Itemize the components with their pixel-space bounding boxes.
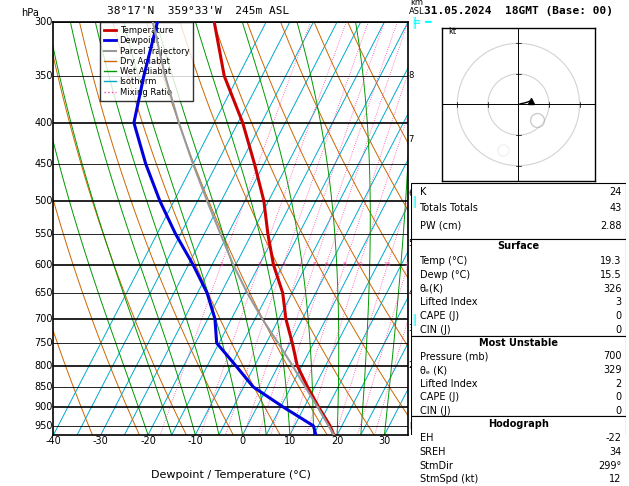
Text: EH: EH	[420, 434, 433, 443]
Text: 43: 43	[610, 203, 621, 213]
Text: -10: -10	[187, 436, 203, 446]
Text: 20: 20	[331, 436, 343, 446]
Text: Pressure (mb): Pressure (mb)	[420, 351, 488, 362]
Text: LCL: LCL	[409, 422, 423, 431]
Text: 15.5: 15.5	[600, 270, 621, 280]
Text: 650: 650	[35, 288, 53, 298]
Text: hPa: hPa	[21, 8, 40, 17]
Text: Temp (°C): Temp (°C)	[420, 257, 468, 266]
Text: Dewp (°C): Dewp (°C)	[420, 270, 470, 280]
Text: 5: 5	[313, 262, 316, 267]
Text: 10: 10	[356, 262, 364, 267]
Text: 4: 4	[299, 262, 303, 267]
Text: 8: 8	[343, 262, 347, 267]
Text: 2: 2	[409, 361, 414, 370]
Text: 1: 1	[220, 262, 223, 267]
Text: 0: 0	[615, 311, 621, 321]
Text: 7: 7	[409, 135, 414, 144]
Text: 31.05.2024  18GMT (Base: 00): 31.05.2024 18GMT (Base: 00)	[424, 6, 613, 16]
Text: -30: -30	[93, 436, 109, 446]
Text: 8: 8	[409, 71, 414, 80]
Text: 750: 750	[35, 338, 53, 348]
Text: 38°17'N  359°33'W  245m ASL: 38°17'N 359°33'W 245m ASL	[107, 6, 289, 16]
Text: 0: 0	[615, 406, 621, 416]
Text: 299°: 299°	[598, 461, 621, 470]
Text: 326: 326	[603, 284, 621, 294]
Text: 3: 3	[281, 262, 285, 267]
Text: 12: 12	[609, 474, 621, 484]
Text: -20: -20	[140, 436, 156, 446]
Text: StmDir: StmDir	[420, 461, 454, 470]
Text: 600: 600	[35, 260, 53, 270]
Text: θₑ(K): θₑ(K)	[420, 284, 443, 294]
Text: 2: 2	[257, 262, 262, 267]
Text: 400: 400	[35, 118, 53, 128]
Text: 350: 350	[35, 71, 53, 81]
Text: ║: ║	[411, 313, 417, 325]
Text: 329: 329	[603, 365, 621, 375]
Text: 500: 500	[35, 196, 53, 206]
Text: 19.3: 19.3	[600, 257, 621, 266]
Bar	[411, 239, 626, 336]
Text: Totals Totals: Totals Totals	[420, 203, 479, 213]
Text: 3: 3	[409, 324, 414, 333]
Text: ≡: ≡	[413, 314, 421, 324]
Text: 4: 4	[409, 288, 414, 297]
Text: Hodograph: Hodograph	[488, 419, 549, 429]
Text: ≡: ≡	[413, 196, 421, 206]
Text: 950: 950	[35, 421, 53, 431]
Text: 20: 20	[404, 262, 412, 267]
Text: CAPE (J): CAPE (J)	[420, 311, 459, 321]
Text: 1: 1	[409, 400, 414, 410]
Text: 10: 10	[284, 436, 296, 446]
Text: Lifted Index: Lifted Index	[420, 297, 477, 307]
Text: 2.88: 2.88	[600, 221, 621, 230]
Bar	[411, 417, 626, 486]
Text: 15: 15	[384, 262, 391, 267]
Text: Mixing Ratio (g/kg): Mixing Ratio (g/kg)	[423, 189, 432, 268]
Text: SREH: SREH	[420, 447, 446, 457]
Text: -22: -22	[606, 434, 621, 443]
Text: Lifted Index: Lifted Index	[420, 379, 477, 389]
Text: 6: 6	[409, 190, 414, 198]
Text: 700: 700	[603, 351, 621, 362]
Text: 34: 34	[610, 447, 621, 457]
Text: Most Unstable: Most Unstable	[479, 338, 558, 348]
Text: 0: 0	[240, 436, 246, 446]
Text: km
ASL: km ASL	[409, 0, 425, 16]
Text: StmSpd (kt): StmSpd (kt)	[420, 474, 478, 484]
Text: 24: 24	[609, 187, 621, 197]
Text: 450: 450	[35, 159, 53, 169]
Text: 800: 800	[35, 361, 53, 371]
Text: kt: kt	[448, 27, 456, 36]
Text: 700: 700	[35, 314, 53, 324]
Text: 0: 0	[615, 325, 621, 335]
Text: 30: 30	[378, 436, 391, 446]
Text: 300: 300	[35, 17, 53, 27]
Text: θₑ (K): θₑ (K)	[420, 365, 447, 375]
Text: 5: 5	[409, 239, 414, 248]
Text: ≡: ≡	[413, 17, 421, 27]
Text: CAPE (J): CAPE (J)	[420, 392, 459, 402]
Legend: Temperature, Dewpoint, Parcel Trajectory, Dry Adiabat, Wet Adiabat, Isotherm, Mi: Temperature, Dewpoint, Parcel Trajectory…	[99, 22, 193, 101]
Text: -40: -40	[45, 436, 62, 446]
Text: ║: ║	[411, 16, 417, 28]
Text: 6: 6	[324, 262, 328, 267]
Text: K: K	[420, 187, 426, 197]
Text: Dewpoint / Temperature (°C): Dewpoint / Temperature (°C)	[151, 470, 311, 480]
Text: Surface: Surface	[498, 241, 540, 251]
Text: CIN (J): CIN (J)	[420, 325, 450, 335]
Text: 0: 0	[615, 392, 621, 402]
Text: CIN (J): CIN (J)	[420, 406, 450, 416]
Bar	[411, 183, 626, 239]
Text: PW (cm): PW (cm)	[420, 221, 461, 230]
Text: 850: 850	[35, 382, 53, 392]
Text: 550: 550	[35, 229, 53, 239]
Text: 2: 2	[615, 379, 621, 389]
Text: 3: 3	[615, 297, 621, 307]
Text: 900: 900	[35, 402, 53, 412]
Bar	[411, 336, 626, 417]
Text: ║: ║	[411, 195, 417, 207]
